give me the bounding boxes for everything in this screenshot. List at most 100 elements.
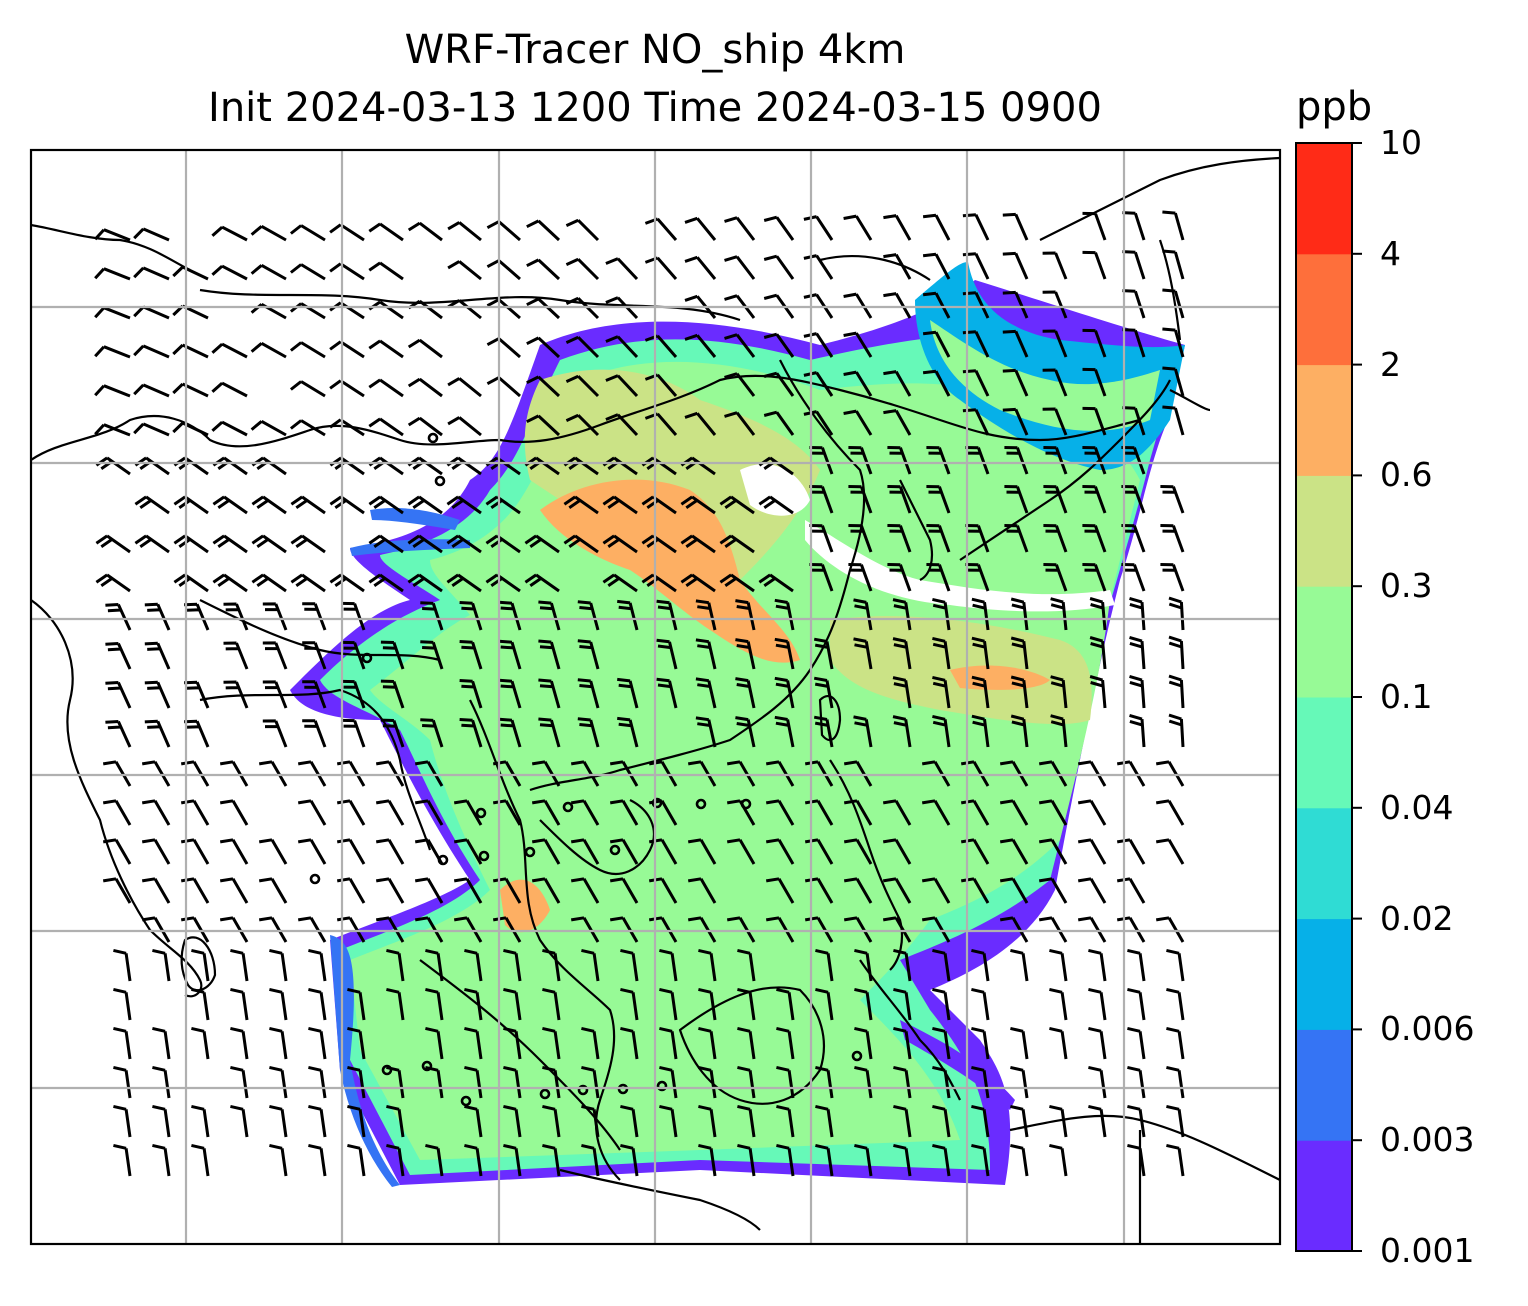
wind-barb bbox=[425, 1026, 444, 1060]
wind-barb bbox=[922, 330, 951, 358]
wind-barb bbox=[173, 573, 209, 593]
calm-circle bbox=[309, 873, 321, 885]
calm-circle bbox=[524, 846, 536, 858]
wind-barb bbox=[425, 987, 444, 1021]
map-frame bbox=[29, 148, 1282, 1246]
wind-barb bbox=[542, 987, 561, 1021]
wind-barb bbox=[459, 679, 483, 709]
coast-india bbox=[31, 599, 203, 998]
wind-barb bbox=[223, 602, 249, 631]
wind-barb bbox=[776, 1026, 795, 1060]
wind-barb bbox=[962, 369, 990, 397]
wind-barb bbox=[542, 1026, 561, 1060]
wind-barb bbox=[892, 676, 912, 709]
calm-circle bbox=[361, 652, 373, 664]
wind-barb bbox=[735, 638, 756, 670]
chart-title-line1: WRF-Tracer NO_ship 4km bbox=[404, 27, 906, 73]
wind-barb bbox=[735, 677, 756, 709]
wind-barb bbox=[486, 376, 521, 398]
wind-barb bbox=[113, 1104, 132, 1138]
wind-barb bbox=[212, 573, 248, 593]
wind-barb bbox=[375, 838, 405, 865]
wind-barb bbox=[698, 1065, 717, 1099]
wind-barb bbox=[765, 877, 795, 904]
wind-barb bbox=[602, 573, 638, 593]
field-green bbox=[350, 361, 1140, 1160]
wind-barb bbox=[446, 495, 482, 515]
wind-barb bbox=[113, 1065, 132, 1099]
wind-barb bbox=[971, 987, 990, 1021]
wind-barb bbox=[223, 641, 249, 670]
coast-hokkaido bbox=[1169, 389, 1211, 412]
wind-barb bbox=[971, 1104, 990, 1138]
wind-barb bbox=[485, 573, 521, 593]
wind-barb bbox=[726, 838, 756, 865]
wind-barb bbox=[1168, 674, 1185, 709]
calm-circle bbox=[427, 432, 439, 444]
wind-barb bbox=[1082, 250, 1107, 280]
wind-barb bbox=[414, 877, 444, 904]
wind-barb bbox=[269, 1104, 288, 1138]
wind-barb bbox=[1127, 1143, 1146, 1177]
wind-barb bbox=[297, 799, 327, 826]
wind-barb bbox=[308, 987, 327, 1021]
wind-barb bbox=[269, 1026, 288, 1060]
wind-barb bbox=[921, 799, 951, 826]
wind-barb bbox=[498, 717, 522, 748]
wind-barb bbox=[446, 534, 482, 554]
wind-barb bbox=[141, 838, 171, 865]
wind-barb bbox=[133, 383, 170, 398]
wind-barb bbox=[758, 495, 794, 515]
wind-barb bbox=[1122, 211, 1146, 241]
wind-barb bbox=[893, 1065, 912, 1099]
wind-barb bbox=[887, 446, 912, 475]
wind-barb bbox=[102, 877, 132, 904]
wind-barb bbox=[605, 413, 639, 437]
wind-barb bbox=[172, 382, 209, 398]
wind-barb bbox=[386, 1065, 405, 1099]
colorbar-segment bbox=[1296, 697, 1352, 809]
wind-barb bbox=[113, 987, 132, 1021]
wind-barb bbox=[999, 838, 1029, 865]
wind-barb bbox=[1077, 838, 1107, 865]
wind-barb bbox=[464, 1143, 483, 1177]
wind-barb bbox=[892, 598, 912, 631]
wind-barb bbox=[1077, 877, 1107, 904]
wind-barb bbox=[262, 680, 288, 709]
wind-barb bbox=[262, 719, 288, 748]
wind-barb bbox=[1082, 406, 1107, 436]
wind-barb bbox=[843, 331, 873, 358]
wind-barb bbox=[1122, 250, 1146, 280]
wind-barb bbox=[737, 1104, 756, 1138]
wind-barb bbox=[184, 680, 210, 709]
wind-barb bbox=[1155, 838, 1185, 865]
wind-barb bbox=[962, 252, 990, 280]
wind-barb bbox=[464, 987, 483, 1021]
wind-barb bbox=[1082, 524, 1107, 553]
wind-barb bbox=[329, 223, 365, 242]
wind-barb bbox=[258, 877, 288, 904]
wind-barb bbox=[815, 948, 834, 982]
wind-barb bbox=[105, 720, 132, 748]
wind-barb bbox=[542, 1104, 561, 1138]
wind-barb bbox=[882, 799, 912, 826]
wind-barb bbox=[173, 534, 209, 554]
wind-barb bbox=[602, 534, 638, 554]
wind-barb bbox=[932, 948, 951, 982]
wind-barb bbox=[620, 1104, 639, 1138]
wind-barb bbox=[843, 409, 873, 436]
wind-barb bbox=[538, 678, 561, 709]
wind-barb bbox=[719, 495, 755, 515]
wind-barb bbox=[926, 563, 951, 592]
wind-barb bbox=[407, 299, 443, 320]
wind-barb bbox=[95, 573, 131, 593]
wind-barb bbox=[609, 799, 639, 826]
coast-java bbox=[559, 1168, 761, 1231]
wind-barb bbox=[962, 408, 990, 436]
wind-barb bbox=[1162, 366, 1185, 397]
wind-barb bbox=[290, 495, 326, 515]
wind-barb bbox=[1082, 446, 1107, 475]
wind-barb bbox=[498, 600, 522, 631]
wind-barb bbox=[605, 257, 639, 281]
